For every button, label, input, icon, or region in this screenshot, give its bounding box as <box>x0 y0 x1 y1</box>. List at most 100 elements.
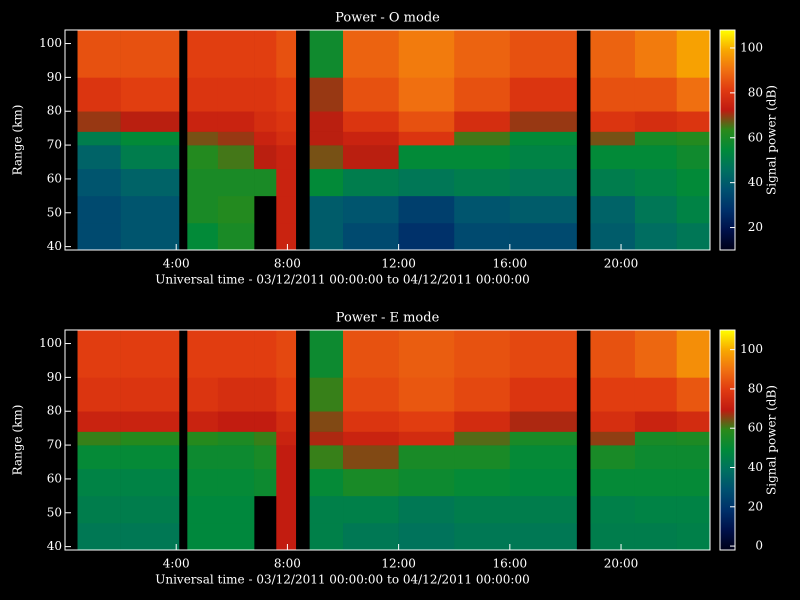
colorbar-label: Signal power (dB) <box>765 385 779 495</box>
heat-cell <box>343 131 399 146</box>
heat-cell <box>276 495 297 524</box>
heat-cell <box>590 468 636 497</box>
heat-cell <box>120 195 180 224</box>
heat-cell <box>276 445 297 470</box>
x-tick-label: 20:00 <box>604 557 639 571</box>
heat-cell <box>634 30 677 78</box>
heat-cell <box>590 131 636 146</box>
heat-cell <box>634 195 677 224</box>
heat-cell <box>77 377 121 412</box>
heat-cell <box>217 468 255 497</box>
x-tick-label: 8:00 <box>274 557 301 571</box>
heat-cell <box>217 330 255 378</box>
y-tick-label: 100 <box>39 336 62 350</box>
heat-cell <box>120 330 180 378</box>
heat-cell <box>120 77 180 112</box>
heat-cell <box>254 131 277 146</box>
chart-title: Power - O mode <box>335 11 440 26</box>
heat-cell <box>276 111 297 132</box>
heat-cell <box>676 411 711 432</box>
colorbar <box>719 329 736 551</box>
x-tick-label: 4:00 <box>163 557 190 571</box>
colorbar-tick-label: 20 <box>748 499 763 513</box>
heat-cell <box>398 145 455 170</box>
heat-cell <box>217 377 255 412</box>
heat-cell <box>590 30 636 78</box>
heat-cell <box>454 431 511 446</box>
x-axis-label: Universal time - 03/12/2011 00:00:00 to … <box>155 273 530 287</box>
heat-cell <box>217 411 255 432</box>
heat-cell <box>187 411 219 432</box>
heat-cell <box>454 111 511 132</box>
heat-cell <box>590 330 636 378</box>
y-tick-label: 60 <box>47 471 62 485</box>
heat-cell <box>590 411 636 432</box>
heat-cell <box>187 222 219 251</box>
heat-cell <box>77 168 121 197</box>
heat-cell <box>77 495 121 524</box>
heat-cell <box>590 445 636 470</box>
heat-cell <box>187 111 219 132</box>
heat-cell <box>509 168 577 197</box>
y-tick-label: 90 <box>47 370 62 384</box>
heat-cell <box>77 222 121 251</box>
heat-cell <box>398 222 455 251</box>
heat-cell <box>454 168 511 197</box>
heat-cell <box>634 168 677 197</box>
heat-cell <box>77 431 121 446</box>
heat-cell <box>309 495 344 524</box>
heat-cell <box>217 131 255 146</box>
y-tick-label: 60 <box>47 171 62 185</box>
heat-cell <box>454 131 511 146</box>
heat-cell <box>217 30 255 78</box>
heat-cell <box>254 145 277 170</box>
heat-cell <box>634 495 677 524</box>
heat-cell <box>309 522 344 551</box>
heat-cell <box>634 411 677 432</box>
heat-cell <box>309 445 344 470</box>
heat-cell <box>590 222 636 251</box>
colorbar <box>719 29 736 251</box>
heat-cell <box>676 431 711 446</box>
heat-cell <box>217 168 255 197</box>
heat-cell <box>509 330 577 378</box>
heat-cell <box>120 411 180 432</box>
heat-cell <box>276 431 297 446</box>
heat-cell <box>254 468 277 497</box>
heat-cell <box>454 195 511 224</box>
heat-cell <box>398 468 455 497</box>
heat-cell <box>509 468 577 497</box>
x-tick-label: 16:00 <box>493 257 528 271</box>
heat-cell <box>590 195 636 224</box>
heat-cell <box>217 222 255 251</box>
heat-cell <box>676 522 711 551</box>
heat-cell <box>343 222 399 251</box>
heat-cell <box>187 445 219 470</box>
heat-cell <box>309 168 344 197</box>
heat-cell <box>343 495 399 524</box>
colorbar-tick-label: 60 <box>748 130 763 144</box>
heat-cell <box>509 111 577 132</box>
heat-cell <box>120 377 180 412</box>
heat-cell <box>398 77 455 112</box>
heat-cell <box>187 195 219 224</box>
heat-cell <box>309 222 344 251</box>
heat-cell <box>254 411 277 432</box>
heat-cell <box>217 445 255 470</box>
y-tick-label: 100 <box>39 36 62 50</box>
heat-cell <box>309 111 344 132</box>
heat-cell <box>187 468 219 497</box>
heat-cell <box>676 168 711 197</box>
heat-cell <box>676 195 711 224</box>
heat-cell <box>309 330 344 378</box>
x-tick-label: 20:00 <box>604 257 639 271</box>
heat-cell <box>276 195 297 224</box>
heat-cell <box>634 330 677 378</box>
heat-cell <box>454 377 511 412</box>
colorbar-tick-label: 80 <box>748 381 763 395</box>
heat-cell <box>77 330 121 378</box>
heat-cell <box>634 431 677 446</box>
heat-cell <box>590 377 636 412</box>
heat-cell <box>187 30 219 78</box>
